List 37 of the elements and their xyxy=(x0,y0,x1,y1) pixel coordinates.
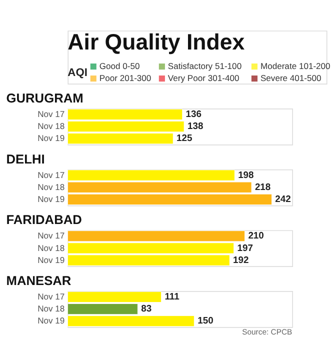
y-tick-label: Nov 19 xyxy=(38,316,65,326)
category-label: Poor 201-300 xyxy=(99,73,152,84)
data-label: 138 xyxy=(187,120,204,132)
data-label: 111 xyxy=(164,290,180,302)
y-tick-label: Nov 17 xyxy=(38,170,65,180)
text: Air Quality Index xyxy=(68,29,246,54)
y-tick-label: Nov 17 xyxy=(38,109,65,120)
data-label: 210 xyxy=(248,230,264,241)
category-label: Good 0-50 xyxy=(99,61,140,72)
data-label: 150 xyxy=(198,314,214,326)
data-label: 242 xyxy=(275,193,291,204)
data-label: 198 xyxy=(238,168,254,180)
y-tick-label: Nov 17 xyxy=(38,292,65,302)
chart-title: DELHI xyxy=(6,151,45,166)
y-tick-label: Nov 18 xyxy=(38,242,65,253)
source-note: Source: CPCB xyxy=(242,328,292,337)
y-tick-label: Nov 18 xyxy=(38,121,65,132)
category-label: Very Poor 301-400 xyxy=(168,73,240,84)
y-tick-label: Nov 17 xyxy=(38,230,65,241)
y-tick-label: Nov 18 xyxy=(38,304,65,314)
data-label: 125 xyxy=(176,132,192,144)
y-tick-label: Nov 19 xyxy=(38,254,65,265)
data-label: 83 xyxy=(141,302,152,314)
chart-title: MANESAR xyxy=(6,273,72,288)
category-label: Severe 401-500 xyxy=(260,73,322,84)
data-label: 218 xyxy=(254,180,271,192)
category-label: Moderate 101-200 xyxy=(260,61,331,72)
legend-title: AQI xyxy=(68,66,88,79)
chart-title: FARIDABAD xyxy=(6,212,82,228)
data-label: 197 xyxy=(237,242,253,253)
y-tick-label: Nov 19 xyxy=(38,194,65,204)
y-tick-label: Nov 19 xyxy=(38,133,65,144)
data-label: 136 xyxy=(186,108,202,120)
chart-title: GURUGRAM xyxy=(6,90,84,106)
category-label: Satisfactory 51-100 xyxy=(168,61,242,72)
data-label: 192 xyxy=(233,254,249,265)
y-tick-label: Nov 18 xyxy=(38,182,65,192)
